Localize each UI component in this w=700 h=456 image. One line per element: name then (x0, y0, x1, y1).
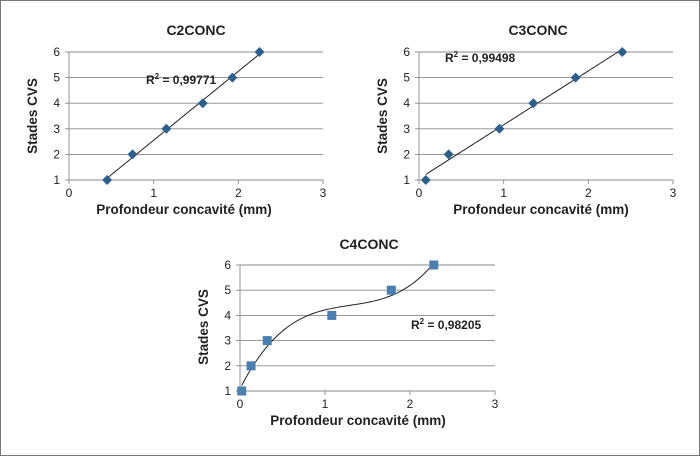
y-tick-label: 6 (53, 45, 60, 59)
x-tick-label: 3 (320, 186, 327, 200)
data-point (429, 260, 439, 270)
data-point (127, 149, 138, 160)
y-tick-label: 2 (403, 147, 410, 161)
data-point (161, 123, 172, 134)
y-tick-label: 3 (403, 122, 410, 136)
data-point (420, 175, 431, 185)
y-tick-label: 4 (224, 308, 231, 322)
r-squared-prefix: R (411, 318, 420, 332)
y-tick-label: 6 (224, 258, 231, 272)
y-tick-label: 3 (224, 334, 231, 348)
r-squared-exponent: 2 (155, 72, 160, 81)
r-squared-prefix: R (445, 51, 454, 65)
x-tick-label: 2 (235, 186, 242, 200)
r-squared-value: = 0,99498 (458, 51, 515, 65)
chart-title: C3CONC (508, 22, 567, 38)
r-squared-value: = 0,98205 (424, 318, 481, 332)
y-tick-label: 6 (403, 45, 410, 59)
data-point (494, 123, 505, 134)
r-squared-exponent: 2 (420, 317, 425, 326)
data-point (570, 72, 581, 83)
data-point (386, 285, 396, 295)
data-point (443, 149, 454, 160)
data-point (102, 175, 113, 185)
y-axis-label: Stades CVS (25, 78, 40, 154)
y-axis-label: Stades CVS (196, 289, 211, 365)
x-axis-label: Profondeur concavité (mm) (270, 413, 446, 428)
trendline (241, 262, 435, 386)
chart-title: C2CONC (166, 22, 225, 38)
y-tick-label: 5 (403, 71, 410, 85)
r-squared-value: = 0,99771 (159, 73, 216, 87)
y-tick-label: 1 (53, 173, 60, 187)
data-point (528, 98, 539, 109)
data-point (327, 310, 337, 320)
x-tick-label: 0 (416, 186, 423, 200)
x-tick-label: 3 (492, 397, 499, 411)
data-point (237, 386, 247, 396)
x-tick-label: 1 (322, 397, 329, 411)
data-point (617, 47, 628, 57)
x-tick-label: 1 (150, 186, 157, 200)
x-axis-label: Profondeur concavité (mm) (96, 202, 272, 217)
x-tick-label: 0 (237, 397, 244, 411)
x-axis-label: Profondeur concavité (mm) (453, 202, 629, 217)
y-tick-label: 3 (53, 122, 60, 136)
x-tick-label: 2 (585, 186, 592, 200)
x-tick-label: 1 (500, 186, 507, 200)
data-point (197, 98, 208, 109)
x-tick-label: 0 (66, 186, 73, 200)
y-tick-label: 5 (53, 71, 60, 85)
y-tick-label: 1 (403, 173, 410, 187)
data-point (227, 72, 238, 83)
data-point (246, 361, 256, 371)
r-squared-annotation: R2 = 0,99498 (445, 50, 516, 65)
x-tick-label: 2 (407, 397, 414, 411)
y-tick-label: 4 (403, 96, 410, 110)
r-squared-annotation: R2 = 0,99771 (146, 72, 217, 87)
r-squared-annotation: R2 = 0,98205 (411, 317, 482, 332)
r-squared-exponent: 2 (454, 50, 459, 59)
trendline (425, 48, 623, 175)
data-point (262, 336, 272, 346)
chart-title: C4CONC (339, 236, 398, 252)
y-tick-label: 5 (224, 283, 231, 297)
y-tick-label: 4 (53, 96, 60, 110)
data-point (254, 47, 265, 57)
y-axis-label: Stades CVS (375, 78, 390, 154)
y-tick-label: 2 (53, 147, 60, 161)
y-tick-label: 1 (224, 384, 231, 398)
x-tick-label: 3 (670, 186, 677, 200)
y-tick-label: 2 (224, 359, 231, 373)
r-squared-prefix: R (146, 73, 155, 87)
